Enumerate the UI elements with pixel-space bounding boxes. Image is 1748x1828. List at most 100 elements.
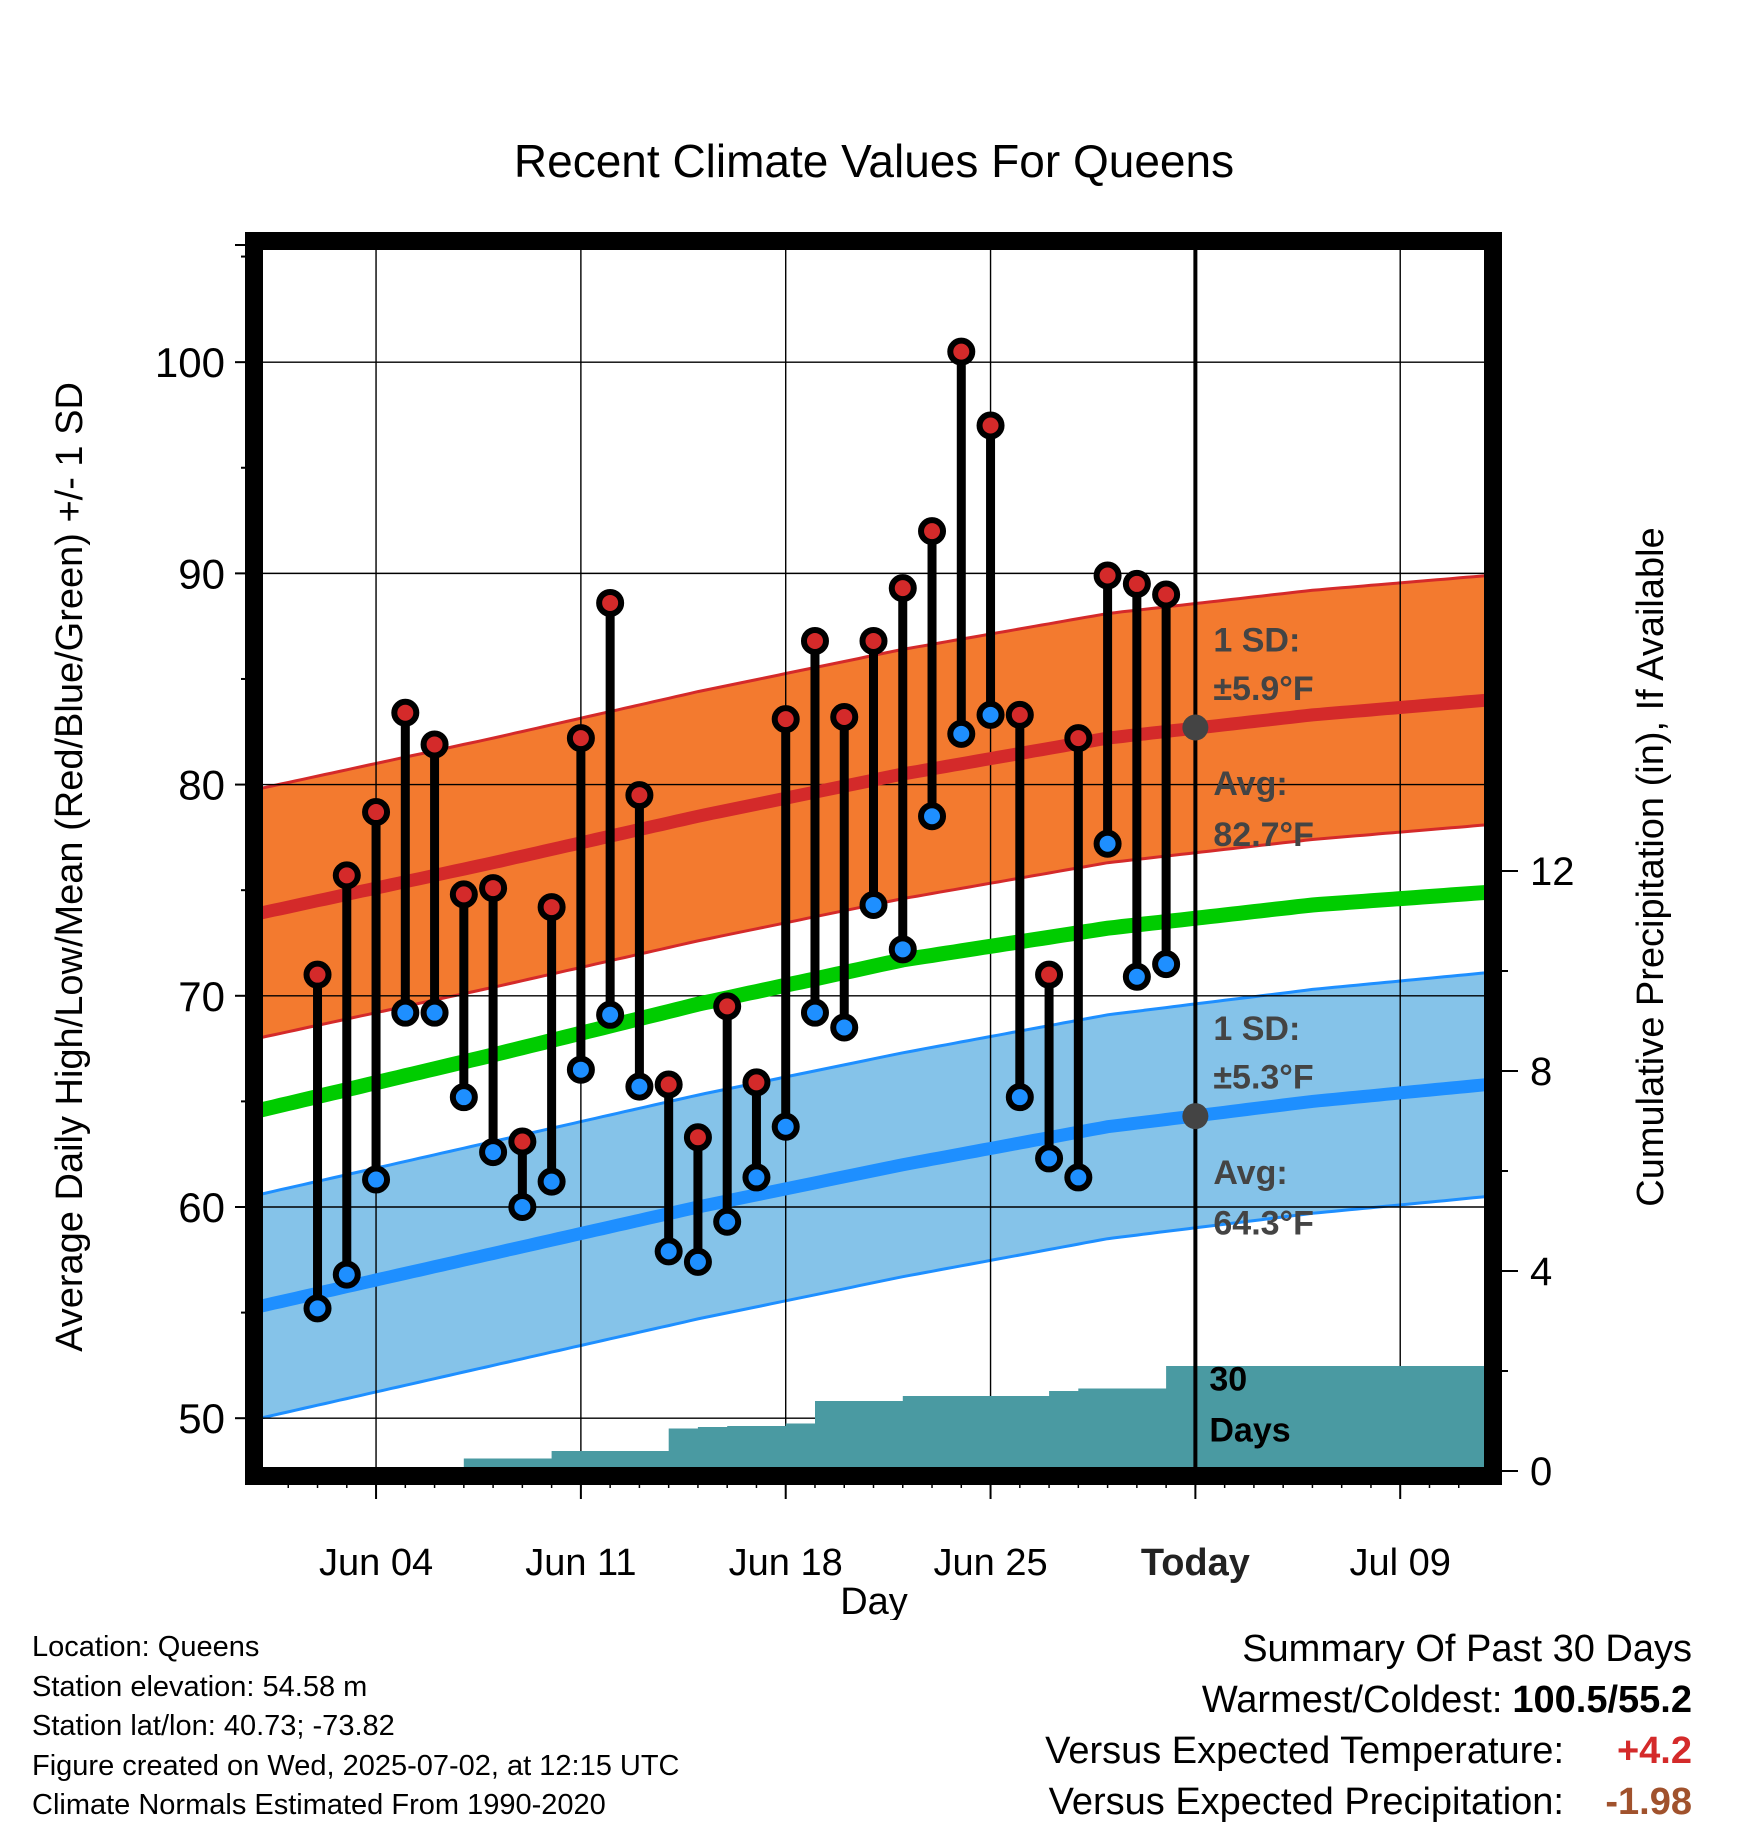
x-tick-label: Jul 09 — [1350, 1542, 1451, 1584]
warm-cold-row: Warmest/Coldest: 100.5/55.2 — [1045, 1675, 1692, 1726]
daily-low-point — [391, 998, 420, 1027]
climate-chart: Recent Climate Values For Queens 1 SD: ±5… — [49, 135, 1672, 1620]
daily-high-point — [771, 705, 800, 734]
latlon-text: Station lat/lon: 40.73; -73.82 — [32, 1710, 395, 1742]
cumulative-precip-area — [405, 1366, 1488, 1471]
daily-high-point — [1064, 724, 1093, 753]
low-band-upper-edge — [259, 971, 1488, 1197]
daily-high-point — [332, 861, 361, 890]
daily-low-point — [859, 890, 888, 919]
daily-low-point — [1093, 829, 1122, 858]
temp-value: +4.2 — [1616, 1730, 1692, 1772]
low-band-lower-edge — [259, 1194, 1488, 1420]
daily-high-point — [976, 411, 1005, 440]
daily-low-point — [449, 1083, 478, 1112]
y-tick-label: 60 — [178, 1184, 225, 1231]
daily-high-point — [537, 893, 566, 922]
daily-high-point — [420, 730, 449, 759]
high-sd-label-line1: 1 SD: — [1213, 622, 1300, 660]
y2-axis-label: Cumulative Precipitation (in), If Availa… — [1630, 527, 1672, 1206]
plot-frame — [245, 232, 1502, 1485]
plot-area: 1 SD: ±5.9°F Avg: 82.7°F 1 SD: ±5.3°F Avg: 64.3… — [155, 232, 1575, 1584]
created-text: Figure created on Wed, 2025-07-02, at 12… — [32, 1749, 680, 1782]
daily-high-point — [391, 698, 420, 727]
precip-label-line1: 30 — [1209, 1361, 1247, 1399]
daily-high-point — [596, 588, 625, 617]
daily-high-point — [947, 337, 976, 366]
daily-high-point — [742, 1068, 771, 1097]
high-avg-label-line2: 82.7°F — [1213, 816, 1314, 854]
daily-low-point — [508, 1192, 537, 1221]
y2-tick-label: 4 — [1530, 1250, 1552, 1294]
daily-high-point — [683, 1123, 712, 1152]
daily-low-point — [918, 802, 947, 831]
warm-cold-label: Warmest/Coldest: — [1201, 1679, 1503, 1721]
daily-high-point — [303, 960, 332, 989]
daily-low-point — [303, 1294, 332, 1323]
daily-high-point — [362, 798, 391, 827]
y-tick-label: 70 — [178, 973, 225, 1020]
daily-high-point — [508, 1127, 537, 1156]
daily-low-point — [654, 1237, 683, 1266]
daily-low-point — [683, 1247, 712, 1276]
high-avg-today-marker — [1182, 714, 1209, 741]
elevation-text: Station elevation: 54.58 m — [32, 1670, 368, 1703]
temp-row: Versus Expected Temperature: +4.2 — [1045, 1726, 1692, 1777]
daily-low-point — [742, 1163, 771, 1192]
x-tick-label: Today — [1141, 1542, 1250, 1584]
high-avg-label-line1: Avg: — [1213, 765, 1287, 803]
daily-low-point — [362, 1165, 391, 1194]
low-sd-label-line1: 1 SD: — [1213, 1010, 1300, 1048]
low-sd-label-line2: ±5.3°F — [1213, 1059, 1313, 1097]
x-tick-label: Jun 04 — [319, 1542, 433, 1584]
daily-high-point — [1093, 561, 1122, 590]
daily-high-point — [830, 702, 859, 731]
daily-low-point — [888, 935, 917, 964]
high-sd-label-line2: ±5.9°F — [1213, 670, 1313, 708]
y2-tick-label: 12 — [1530, 850, 1575, 894]
daily-high-point — [859, 626, 888, 655]
daily-high-point — [713, 992, 742, 1021]
daily-low-point — [625, 1072, 654, 1101]
daily-high-point — [1122, 569, 1151, 598]
daily-low-point — [1122, 962, 1151, 991]
low-sd-band — [259, 972, 1488, 1419]
y-tick-label: 50 — [178, 1395, 225, 1442]
daily-low-point — [1035, 1144, 1064, 1173]
chart-title: Recent Climate Values For Queens — [514, 135, 1234, 187]
daily-high-point — [800, 626, 829, 655]
daily-low-point — [479, 1138, 508, 1167]
daily-high-point — [654, 1070, 683, 1099]
daily-low-point — [537, 1167, 566, 1196]
x-tick-label: Jun 25 — [934, 1542, 1048, 1584]
precip-row: Versus Expected Precipitation: -1.98 — [1045, 1777, 1692, 1828]
y-axis-label: Average Daily High/Low/Mean (Red/Blue/Gr… — [49, 382, 91, 1352]
daily-low-point — [596, 1000, 625, 1029]
daily-low-point — [420, 998, 449, 1027]
daily-low-point — [1152, 950, 1181, 979]
warm-cold-value: 100.5/55.2 — [1512, 1679, 1692, 1721]
normals-text: Climate Normals Estimated From 1990-2020 — [32, 1789, 606, 1821]
daily-low-point — [771, 1112, 800, 1141]
daily-low-point — [947, 719, 976, 748]
y-tick-label: 90 — [178, 550, 225, 597]
precip-label: Versus Expected Precipitation: — [1048, 1781, 1564, 1823]
y2-tick-label: 0 — [1530, 1450, 1552, 1494]
x-axis-label: Day — [840, 1581, 908, 1620]
y2-tick-label: 8 — [1530, 1050, 1552, 1094]
daily-high-point — [1005, 700, 1034, 729]
x-tick-label: Jun 18 — [729, 1542, 843, 1584]
daily-low-point — [800, 998, 829, 1027]
low-avg-label-line2: 64.3°F — [1213, 1204, 1314, 1242]
precip-label-line2: Days — [1209, 1411, 1290, 1449]
daily-low-point — [566, 1055, 595, 1084]
plot-content — [259, 246, 1488, 1471]
daily-high-point — [449, 880, 478, 909]
y-tick-label: 100 — [155, 339, 225, 386]
daily-high-point — [566, 724, 595, 753]
daily-low-point — [332, 1260, 361, 1289]
low-avg-today-marker — [1182, 1103, 1209, 1130]
x-tick-label: Jun 11 — [525, 1542, 636, 1584]
daily-high-point — [479, 874, 508, 903]
station-info: Location: Queens Station elevation: 54.5… — [32, 1628, 680, 1826]
